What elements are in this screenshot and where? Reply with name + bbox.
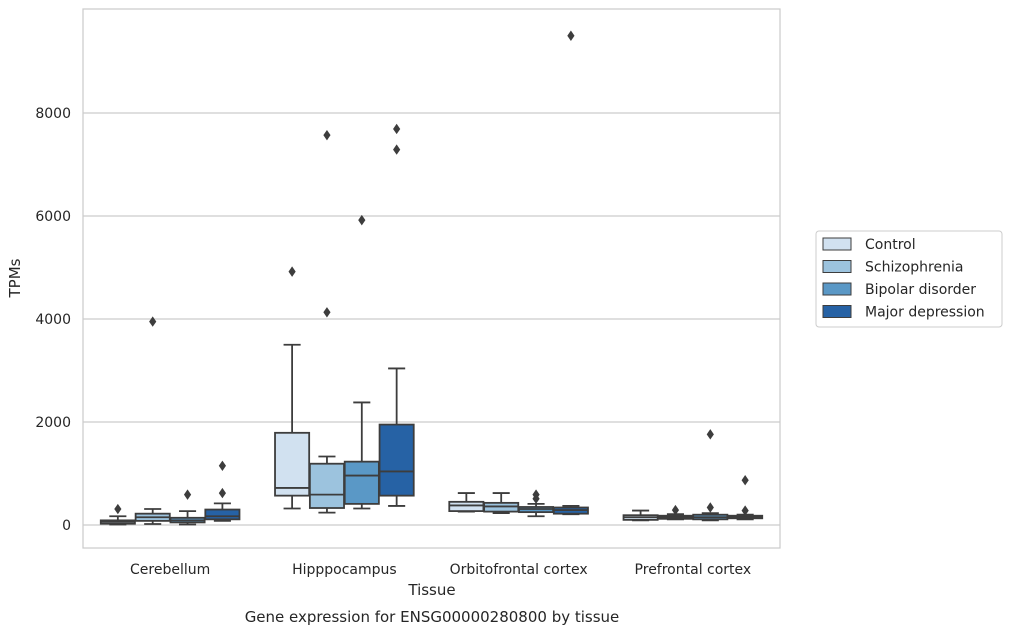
y-tick-label: 0 [62,518,71,534]
y-tick-label: 4000 [35,312,71,328]
outlier-point [741,505,749,516]
box-0-3 [204,502,241,522]
outlier-point [218,460,226,471]
box-0-0 [99,515,136,526]
y-tick-label: 8000 [35,106,71,122]
outlier-point [358,214,366,226]
x-tick-labels: Cerebellum Hipppocampus Orbitofrontal cort… [130,562,751,578]
box-body [204,508,241,521]
outlier-point [671,504,680,516]
legend-label: Control [865,237,916,253]
legend-swatch [822,282,852,296]
box-1-3 [378,367,415,507]
outlier-point [393,144,401,155]
box-body [448,500,485,512]
outliers [114,30,749,516]
outlier-point [323,307,331,318]
legend-items: Control Schizophrenia Bipolar disorder Majo… [822,237,985,321]
legend-label: Schizophrenia [865,260,963,276]
box-3-2 [692,512,729,522]
outlier-point [183,489,192,500]
x-tick-label: Orbitofrontal cortex [450,562,588,578]
outlier-point [288,266,296,277]
outlier-point [323,129,331,141]
plot-frame [82,8,781,549]
legend-frame [815,230,1003,328]
legend-swatch [822,237,852,251]
legend-label: Bipolar disorder [865,282,976,298]
outlier-point [567,30,575,41]
outlier-point [532,489,540,500]
legend-swatch [822,305,852,318]
box-body [343,460,380,505]
box-1-1 [308,455,345,514]
box-body [274,431,311,497]
boxes [99,343,764,526]
grid-lines [83,112,780,526]
box-body [308,462,345,509]
y-axis-label: TPMs [6,258,24,298]
legend: Control Schizophrenia Bipolar disorder Majo… [815,230,1003,328]
chart-title: Gene expression for ENSG00000280800 by t… [245,608,620,626]
legend-label: Major depression [865,305,985,321]
outlier-point [741,474,749,486]
x-tick-label: Hipppocampus [292,562,397,578]
x-tick-label: Prefrontal cortex [635,562,752,578]
box-1-2 [343,401,380,510]
box-body [378,423,415,497]
outlier-point [393,123,401,135]
y-tick-labels: 0 2000 4000 6000 8000 [35,106,71,534]
outlier-point [114,503,122,515]
legend-swatch [822,260,852,273]
y-tick-label: 2000 [35,415,71,431]
outlier-point [706,429,714,440]
y-tick-label: 6000 [35,209,71,225]
x-tick-label: Cerebellum [130,562,210,578]
x-axis-label: Tissue [407,581,455,599]
outlier-point [218,487,226,499]
box-1-0 [274,343,311,510]
outlier-point [149,316,157,327]
outlier-point [706,502,714,513]
box-2-3 [552,505,589,516]
